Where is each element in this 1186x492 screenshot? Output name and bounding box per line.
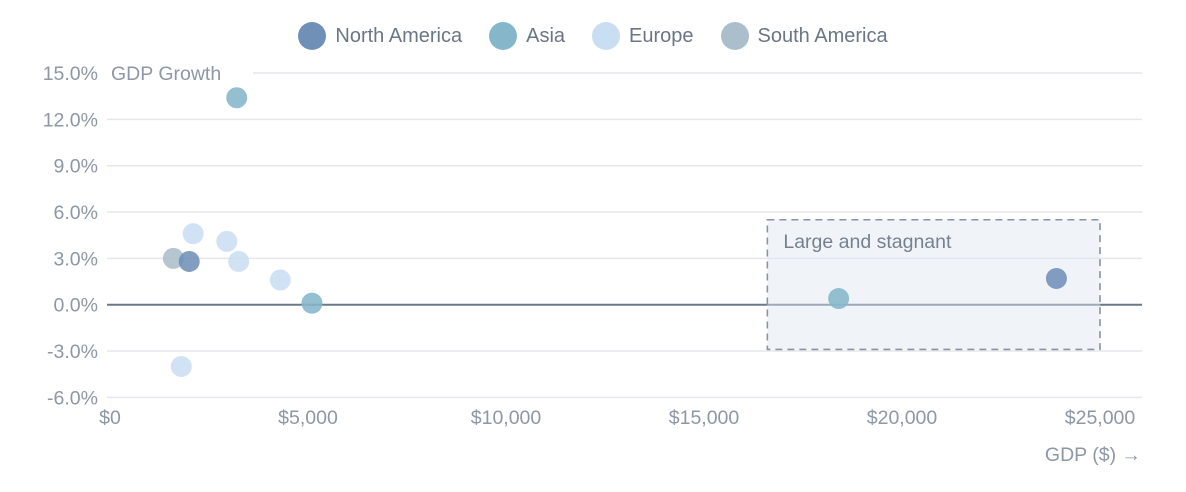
y-tick-label: 12.0% <box>43 109 98 131</box>
legend-item-europe[interactable]: Europe <box>592 22 694 50</box>
point-south-america <box>162 247 184 269</box>
point-north-america <box>1045 267 1067 289</box>
x-axis-title: GDP ($) → <box>1045 444 1141 466</box>
y-tick-label: 6.0% <box>54 202 98 224</box>
legend-item-north-america[interactable]: North America <box>298 22 462 50</box>
y-tick-label: -6.0% <box>47 387 98 409</box>
chart-legend: North America Asia Europe South America <box>0 22 1186 50</box>
x-tick-label: $5,000 <box>278 407 338 429</box>
x-tick-label: $15,000 <box>669 407 740 429</box>
legend-label: Europe <box>629 24 694 47</box>
annotation-box <box>766 218 1101 351</box>
y-axis-title: GDP Growth <box>111 63 221 85</box>
legend-label: Asia <box>526 24 566 47</box>
legend-item-south-america[interactable]: South America <box>720 22 888 50</box>
south-america-dot-icon <box>720 22 749 50</box>
point-europe <box>182 223 204 245</box>
europe-dot-icon <box>592 22 621 50</box>
point-europe <box>170 355 192 377</box>
point-asia <box>226 87 248 109</box>
legend-label: South America <box>757 24 888 47</box>
x-tick-label: $10,000 <box>471 407 542 429</box>
point-asia <box>828 288 850 310</box>
x-tick-label: $20,000 <box>867 407 938 429</box>
point-europe <box>269 269 291 291</box>
point-asia <box>301 292 323 314</box>
point-europe <box>228 250 250 272</box>
legend-label: North America <box>335 24 463 47</box>
asia-dot-icon <box>489 22 518 50</box>
y-tick-label: 0.0% <box>54 295 98 317</box>
y-tick-label: 15.0% <box>43 63 98 85</box>
annotation-label: Large and stagnant <box>783 231 952 253</box>
y-tick-label: 3.0% <box>54 248 98 270</box>
point-europe <box>216 230 238 252</box>
north-america-dot-icon <box>298 22 327 50</box>
y-tick-label: -3.0% <box>47 341 98 363</box>
x-tick-label: $25,000 <box>1065 407 1136 429</box>
x-tick-label: $0 <box>99 407 121 429</box>
legend-item-asia[interactable]: Asia <box>489 22 565 50</box>
point-north-america <box>178 250 200 272</box>
y-tick-label: 9.0% <box>54 156 98 178</box>
